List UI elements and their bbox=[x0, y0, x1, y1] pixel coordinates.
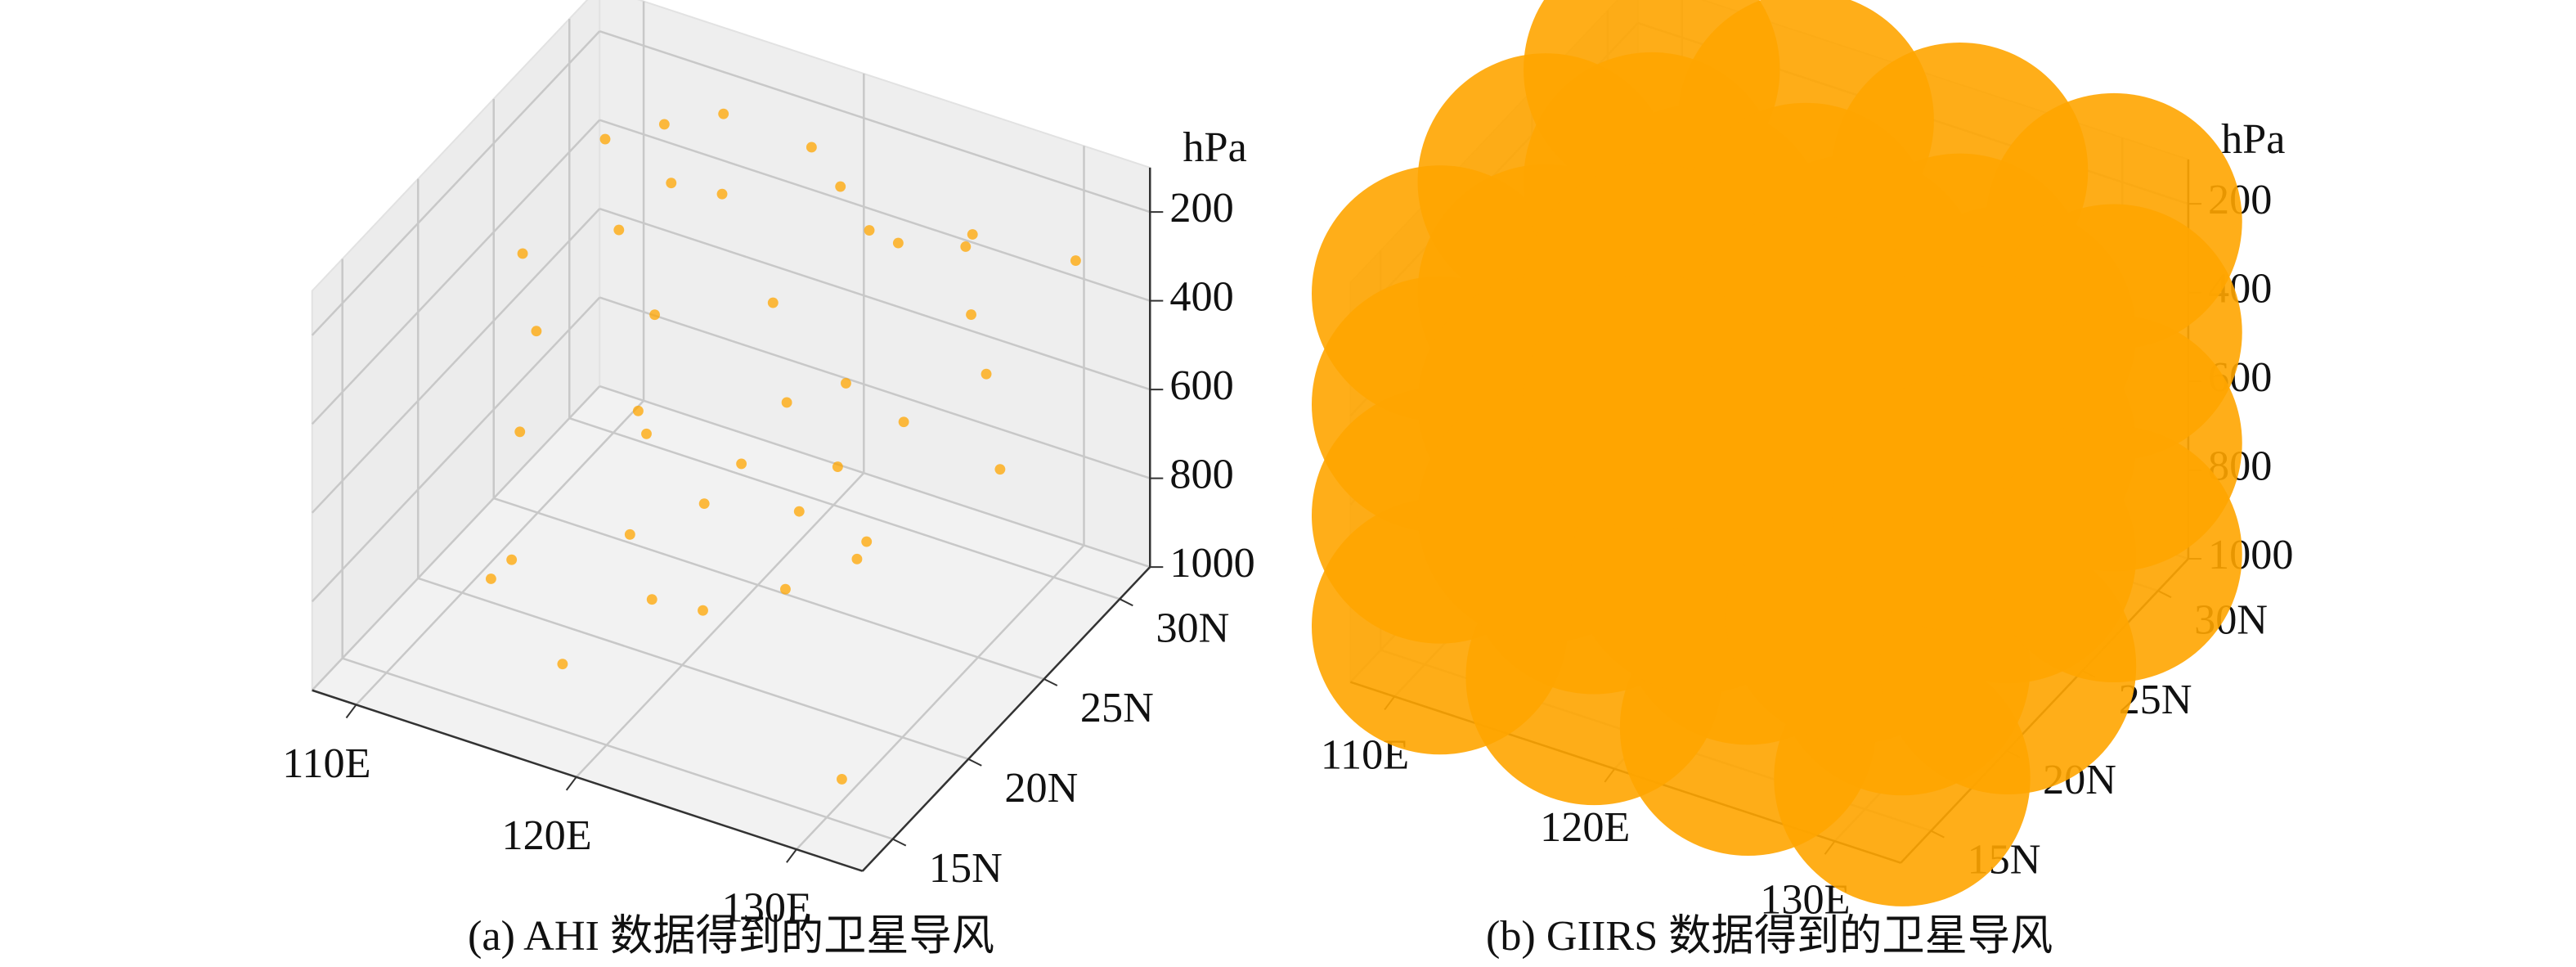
data-point bbox=[861, 536, 873, 547]
x-tick-label: 120E bbox=[1540, 803, 1630, 851]
data-point bbox=[641, 428, 652, 439]
x-tick-label: 120E bbox=[501, 812, 591, 859]
data-point bbox=[966, 309, 976, 320]
grid-line bbox=[311, 30, 601, 336]
y-tick bbox=[1043, 678, 1058, 686]
data-point bbox=[666, 178, 677, 189]
data-point bbox=[599, 133, 611, 145]
grid-line bbox=[355, 399, 645, 706]
data-point bbox=[646, 594, 657, 605]
data-point bbox=[960, 241, 972, 252]
y-tick-label: 20N bbox=[1004, 764, 1078, 812]
y-tick-label: 25N bbox=[1080, 684, 1154, 731]
data-point bbox=[632, 405, 644, 416]
data-point bbox=[517, 248, 528, 259]
data-point bbox=[658, 119, 670, 130]
data-point bbox=[649, 309, 661, 321]
data-point bbox=[1986, 425, 2242, 683]
caption: (a) AHI 数据得到的卫星导风 bbox=[468, 912, 994, 960]
x-tick bbox=[565, 776, 577, 791]
data-point bbox=[832, 461, 843, 473]
grid-line bbox=[599, 29, 1151, 214]
grid-line bbox=[311, 208, 601, 514]
x-tick-label: 110E bbox=[282, 740, 370, 787]
grid-line bbox=[796, 544, 1085, 851]
grid-line bbox=[599, 207, 1151, 391]
axis-line bbox=[861, 566, 1151, 872]
grid-line bbox=[311, 385, 601, 691]
data-point bbox=[557, 659, 568, 670]
grid-line bbox=[493, 497, 1045, 681]
z-tick-label: 400 bbox=[1169, 273, 1233, 321]
data-point bbox=[767, 297, 779, 308]
grid-line bbox=[342, 657, 894, 840]
grid-line bbox=[599, 119, 1151, 302]
data-point bbox=[698, 498, 710, 510]
data-point bbox=[780, 583, 791, 595]
z-axis-label: hPa bbox=[2221, 115, 2285, 163]
data-point bbox=[716, 188, 728, 200]
caption: (b) GIIRS 数据得到的卫星导风 bbox=[1486, 912, 2053, 960]
y-tick bbox=[967, 758, 982, 767]
grid-line bbox=[311, 119, 601, 425]
data-point bbox=[967, 229, 978, 240]
data-point bbox=[837, 773, 847, 785]
data-point bbox=[613, 224, 625, 236]
data-point bbox=[981, 368, 992, 380]
z-tick-label: 800 bbox=[1169, 451, 1233, 498]
data-point bbox=[698, 605, 708, 616]
z-tick-label: 1000 bbox=[1169, 539, 1254, 587]
y-tick bbox=[892, 838, 907, 847]
grid-line bbox=[568, 417, 1120, 600]
data-point bbox=[806, 142, 817, 153]
data-point bbox=[892, 237, 904, 249]
x-tick bbox=[345, 704, 357, 719]
data-point bbox=[841, 377, 851, 389]
z-tick-label: 600 bbox=[1169, 362, 1233, 409]
x-tick-label: 130E bbox=[722, 884, 812, 932]
z-axis-label: hPa bbox=[1183, 124, 1246, 171]
data-point bbox=[898, 416, 909, 428]
z-tick-label: 200 bbox=[1169, 184, 1233, 232]
data-point bbox=[531, 326, 542, 337]
grid-line bbox=[575, 472, 865, 778]
data-point bbox=[781, 397, 792, 408]
y-tick-label: 30N bbox=[1156, 604, 1229, 651]
data-point bbox=[851, 553, 863, 564]
panel: 110E120E130E15N20N25N30N2004006008001000… bbox=[1311, 0, 2293, 960]
data-point bbox=[835, 181, 846, 192]
x-tick bbox=[786, 848, 797, 863]
data-point bbox=[1070, 255, 1081, 266]
y-tick-label: 15N bbox=[929, 844, 1003, 892]
grid-line bbox=[599, 385, 1151, 569]
data-point bbox=[718, 108, 729, 119]
data-point bbox=[864, 225, 875, 236]
grid-line bbox=[311, 296, 601, 603]
data-point bbox=[793, 506, 805, 517]
data-point bbox=[624, 528, 635, 540]
data-point bbox=[994, 464, 1006, 475]
data-point bbox=[506, 554, 518, 565]
grid-line bbox=[599, 296, 1151, 479]
data-point bbox=[736, 458, 747, 470]
y-tick bbox=[1119, 598, 1133, 607]
grid-line bbox=[417, 577, 969, 760]
data-point bbox=[514, 426, 526, 438]
axis-line bbox=[312, 689, 864, 872]
data-point bbox=[485, 573, 496, 584]
